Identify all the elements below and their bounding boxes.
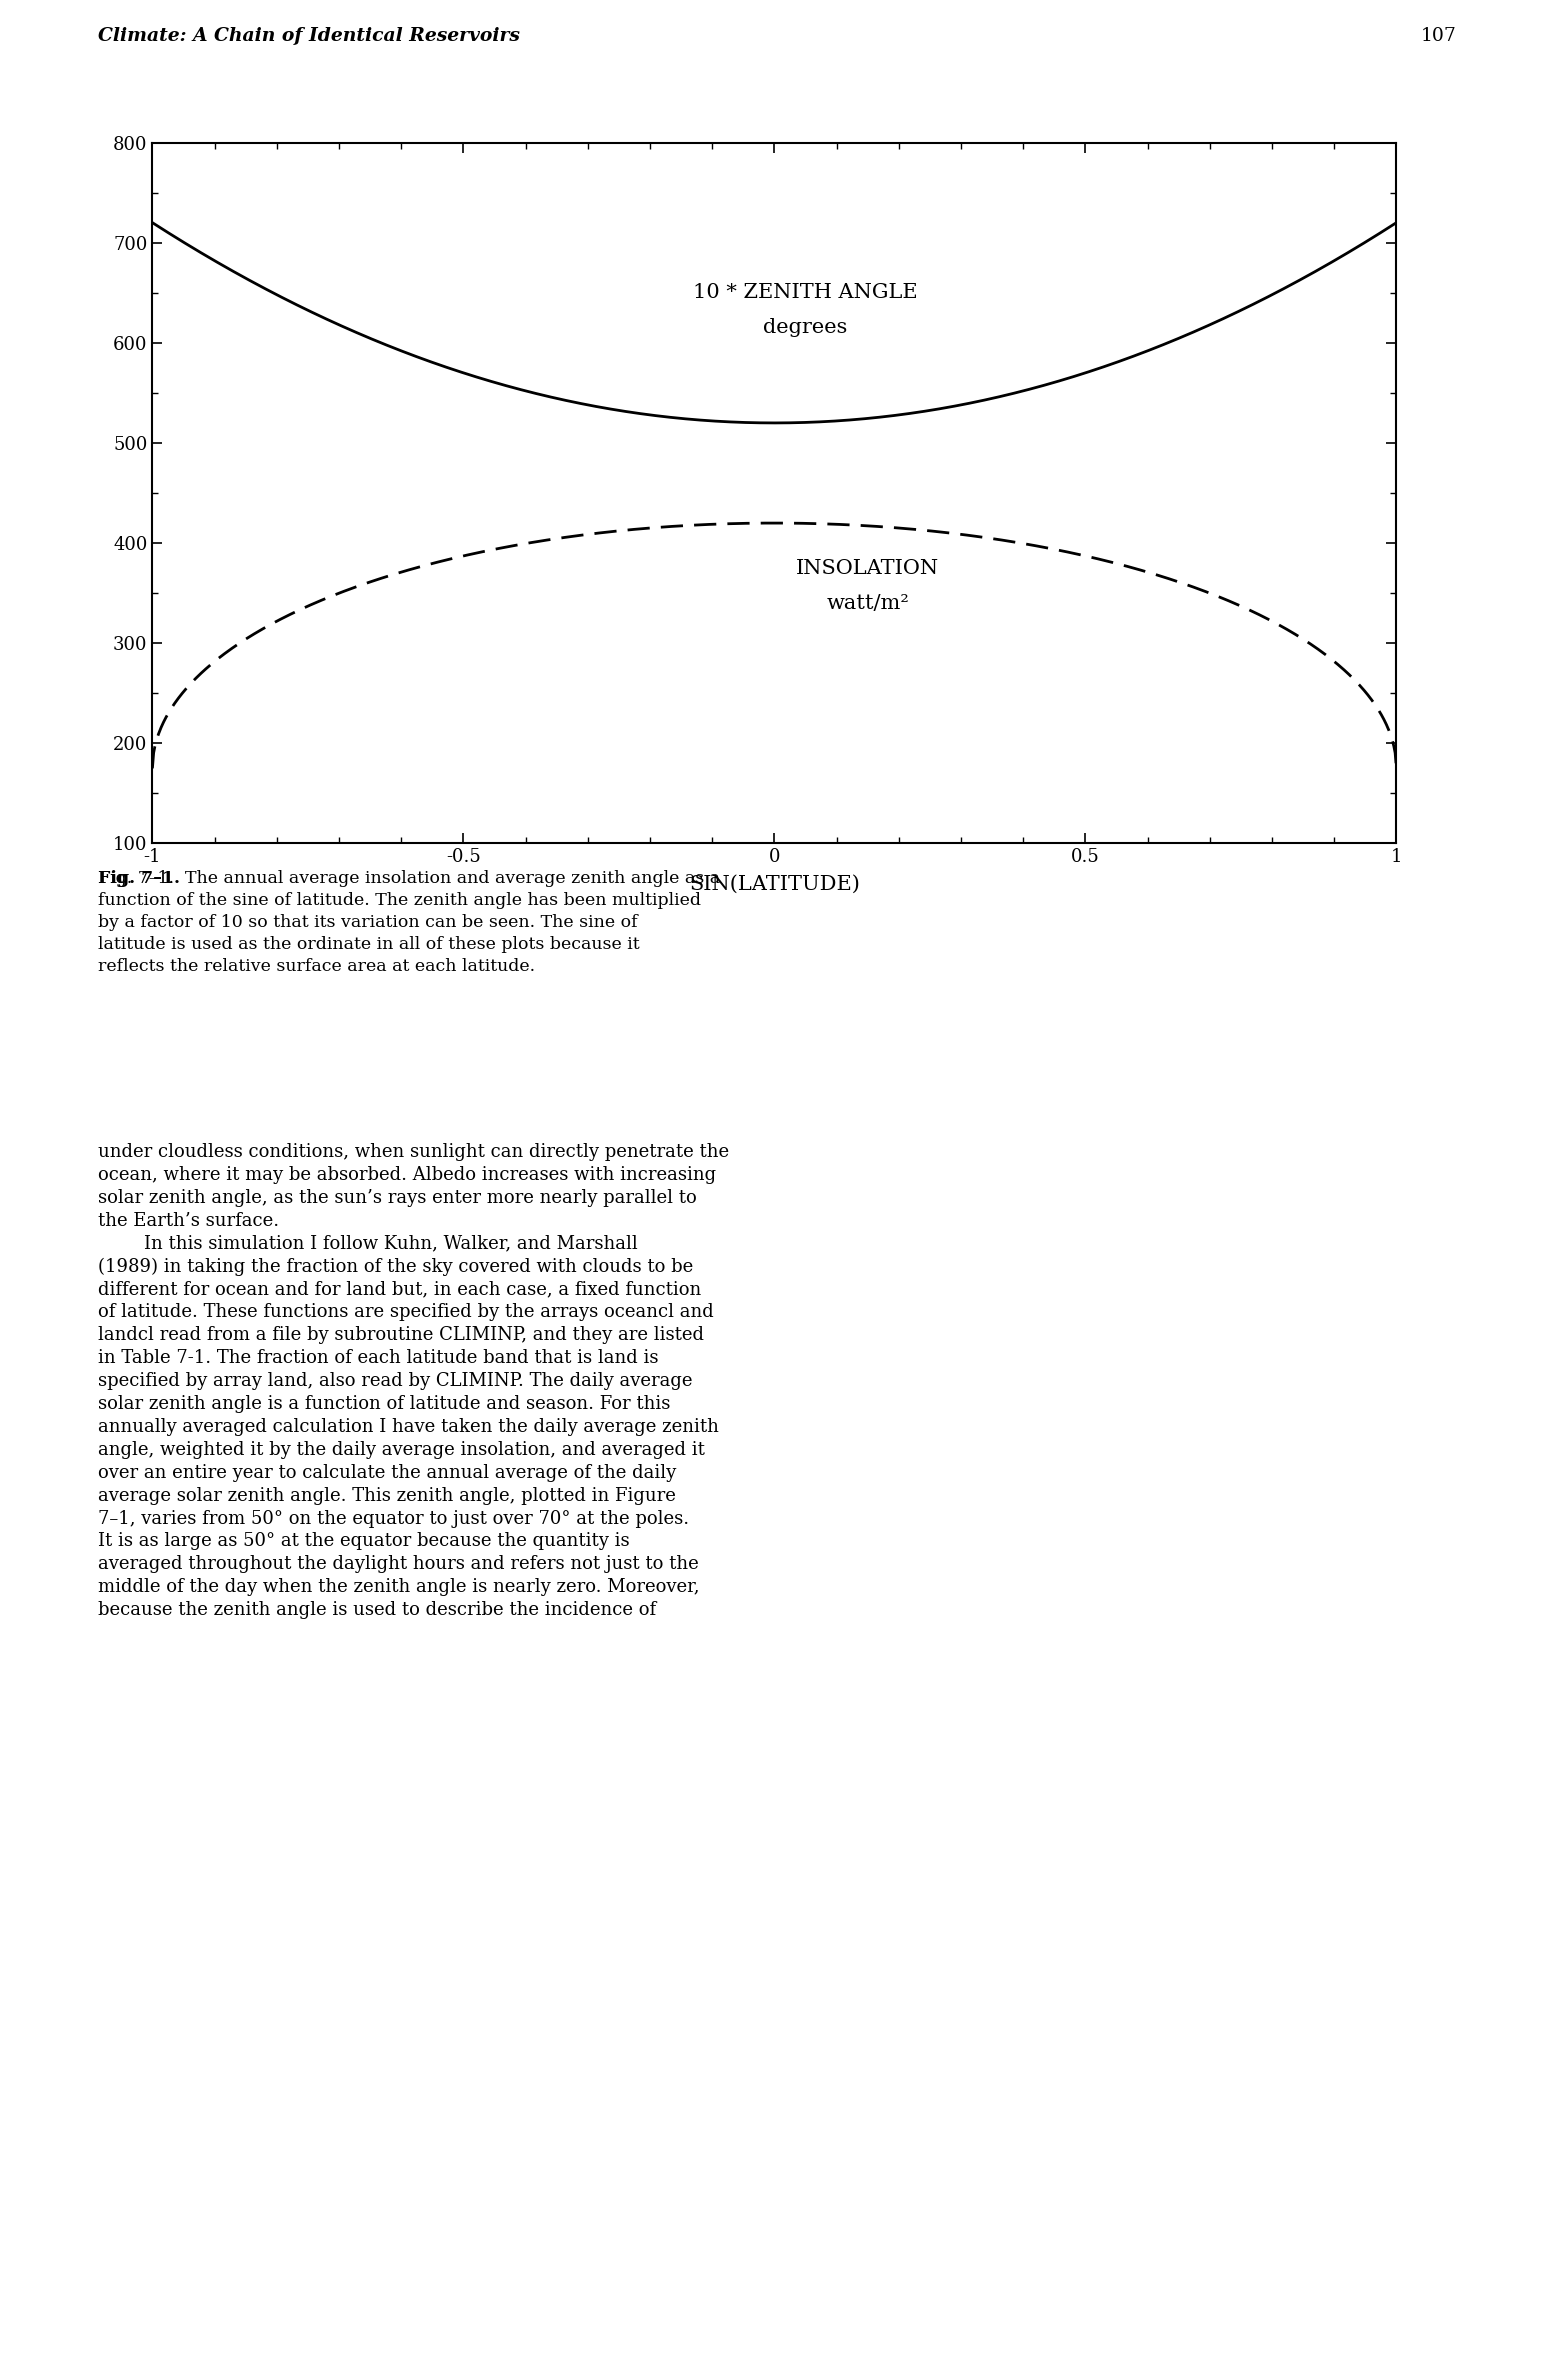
Text: Fig. 7–1.  The annual average insolation and average zenith angle as a
function : Fig. 7–1. The annual average insolation … (98, 870, 720, 977)
X-axis label: SIN(LATITUDE): SIN(LATITUDE) (689, 874, 860, 893)
Text: under cloudless conditions, when sunlight can directly penetrate the
ocean, wher: under cloudless conditions, when sunligh… (98, 1143, 729, 1618)
Text: watt/m²: watt/m² (826, 594, 910, 613)
Text: 10 * ZENITH ANGLE: 10 * ZENITH ANGLE (694, 283, 917, 302)
Text: degrees: degrees (764, 318, 847, 337)
Text: INSOLATION: INSOLATION (796, 558, 939, 577)
Text: Fig. 7–1.: Fig. 7–1. (98, 870, 180, 886)
Text: 107: 107 (1421, 29, 1457, 45)
Text: Climate: A Chain of Identical Reservoirs: Climate: A Chain of Identical Reservoirs (98, 29, 519, 45)
